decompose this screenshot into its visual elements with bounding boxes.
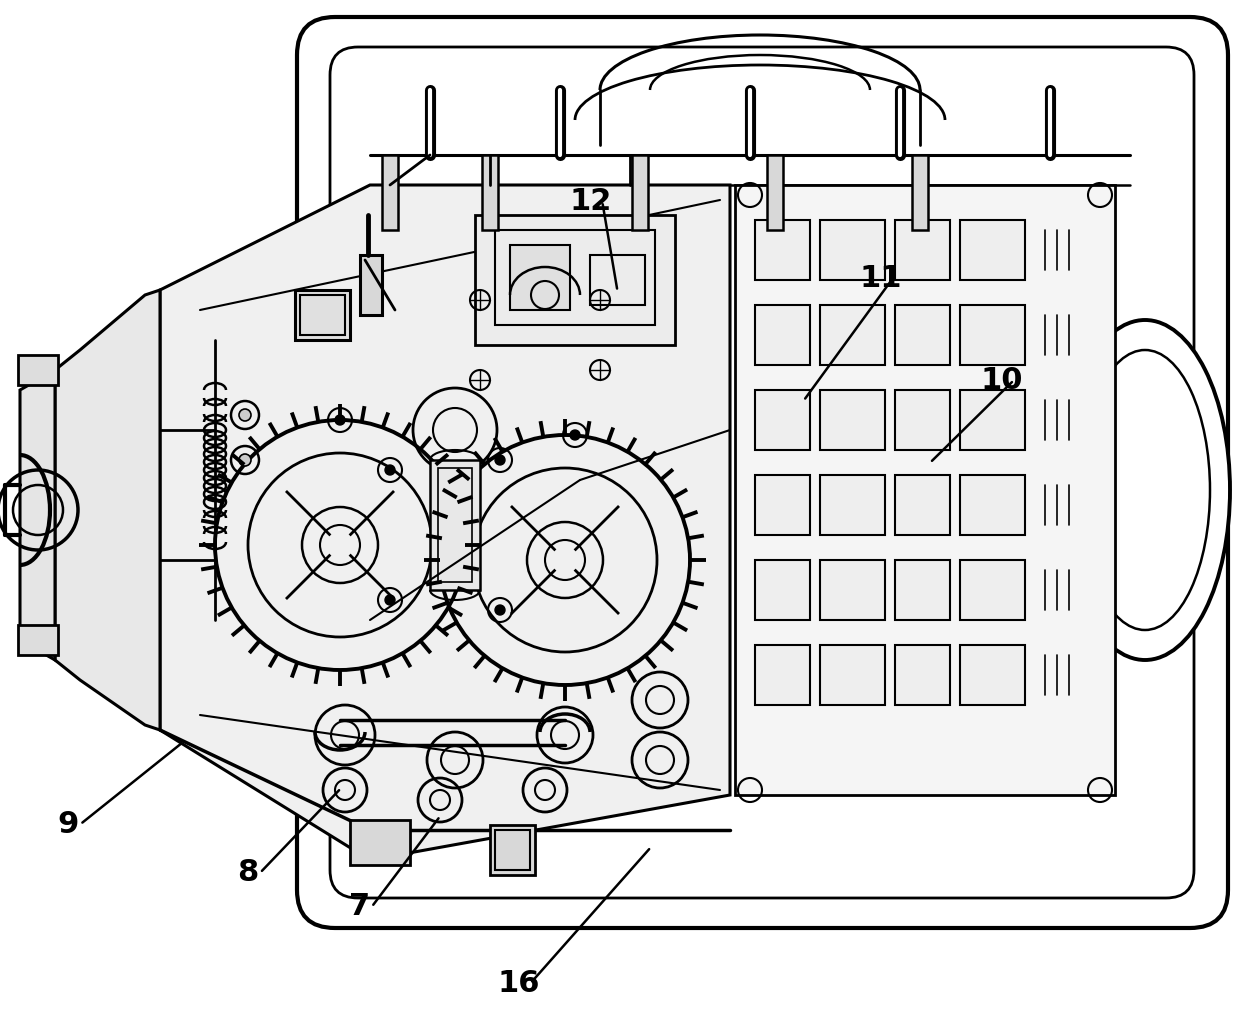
Bar: [360, 255, 382, 315]
Bar: [755, 220, 810, 280]
Bar: [820, 475, 885, 535]
Circle shape: [384, 595, 396, 605]
Polygon shape: [20, 370, 55, 660]
Circle shape: [239, 453, 250, 466]
Bar: [495, 829, 529, 870]
FancyBboxPatch shape: [298, 17, 1228, 928]
Circle shape: [495, 605, 505, 615]
Bar: [735, 185, 1115, 795]
Circle shape: [239, 409, 250, 421]
Bar: [820, 645, 885, 705]
Text: 12: 12: [569, 187, 611, 216]
Bar: [960, 305, 1025, 365]
Bar: [960, 475, 1025, 535]
Polygon shape: [55, 290, 160, 730]
Text: 9: 9: [57, 810, 79, 839]
Bar: [960, 390, 1025, 450]
Bar: [895, 390, 950, 450]
Bar: [820, 220, 885, 280]
Bar: [590, 255, 645, 305]
Bar: [475, 215, 675, 345]
Bar: [438, 468, 472, 582]
Bar: [895, 645, 950, 705]
Bar: [820, 390, 885, 450]
Text: 11: 11: [859, 264, 901, 293]
Bar: [755, 475, 810, 535]
Bar: [632, 155, 649, 230]
Bar: [755, 305, 810, 365]
Bar: [300, 295, 345, 335]
Bar: [820, 305, 885, 365]
Bar: [295, 290, 350, 340]
Bar: [382, 155, 398, 230]
Bar: [960, 645, 1025, 705]
Text: 10: 10: [981, 366, 1023, 395]
Text: 8: 8: [237, 858, 259, 887]
Bar: [768, 155, 782, 230]
Circle shape: [495, 455, 505, 465]
Bar: [960, 560, 1025, 620]
Bar: [895, 220, 950, 280]
Polygon shape: [160, 185, 730, 860]
Bar: [755, 560, 810, 620]
Bar: [482, 155, 498, 230]
Bar: [755, 390, 810, 450]
Bar: [911, 155, 928, 230]
Bar: [895, 560, 950, 620]
Bar: [510, 245, 570, 310]
Bar: [755, 645, 810, 705]
Bar: [19, 625, 58, 655]
Text: 16: 16: [497, 969, 539, 998]
Ellipse shape: [1060, 320, 1230, 660]
Bar: [19, 355, 58, 385]
Bar: [820, 560, 885, 620]
Bar: [495, 230, 655, 325]
Bar: [895, 305, 950, 365]
Bar: [960, 220, 1025, 280]
Bar: [430, 460, 480, 590]
Circle shape: [335, 415, 345, 425]
Circle shape: [570, 430, 580, 440]
Bar: [895, 475, 950, 535]
Text: 7: 7: [348, 893, 371, 921]
Bar: [490, 825, 534, 875]
Bar: [350, 820, 410, 865]
Circle shape: [384, 465, 396, 475]
